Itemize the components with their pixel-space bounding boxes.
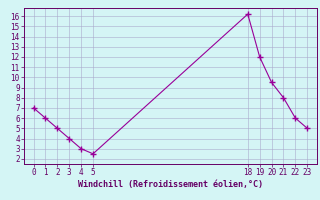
X-axis label: Windchill (Refroidissement éolien,°C): Windchill (Refroidissement éolien,°C) xyxy=(78,180,263,189)
